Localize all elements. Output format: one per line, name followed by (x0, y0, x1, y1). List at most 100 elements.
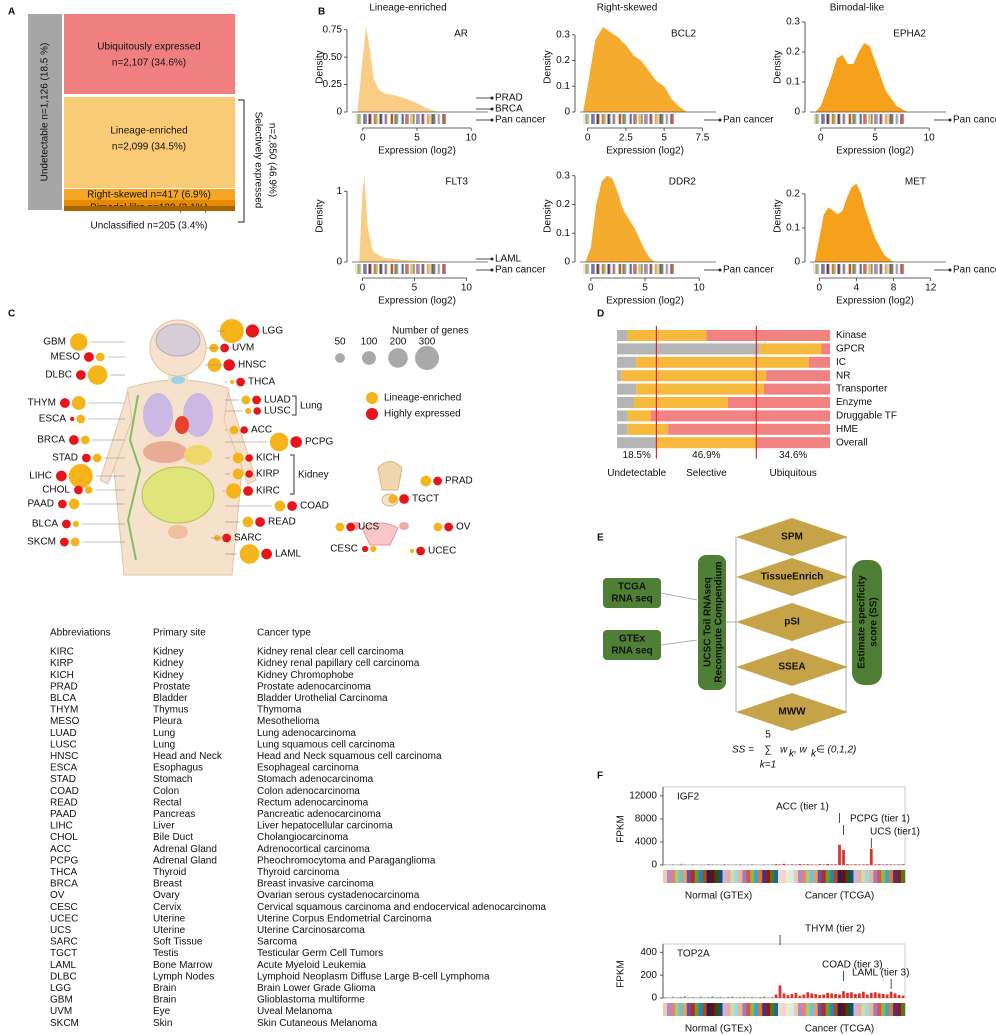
tissue-strip (789, 1003, 795, 1016)
gene-bubble (69, 435, 79, 445)
legend-size (415, 346, 439, 370)
y-tick-label: 0.1 (786, 223, 800, 234)
site-label: LUSC (264, 406, 291, 417)
x-axis-title: Expression (log2) (378, 296, 456, 307)
y-tick-label: 0.2 (556, 199, 570, 210)
block-label: Unclassified n=205 (3.4%) (90, 221, 207, 232)
site-label: LIHC (29, 471, 52, 482)
category-label: Overall (836, 437, 868, 448)
table-cell: STAD (50, 774, 76, 785)
box (826, 863, 830, 865)
table-cell: Thymoma (257, 705, 302, 716)
bar-segment (808, 356, 830, 368)
density-area (583, 27, 688, 113)
table-header: Cancer type (257, 628, 311, 639)
box (770, 864, 774, 865)
box (782, 863, 786, 865)
annotation: UCS (tier1) (870, 827, 920, 838)
tissue-strip (686, 870, 692, 883)
formula: ∑ (764, 745, 771, 756)
table-cell: Glioblastoma multiforme (257, 995, 365, 1006)
tissue-strip (837, 870, 842, 883)
box (794, 864, 798, 865)
method-diamond (736, 558, 848, 596)
tissue-strip (897, 870, 902, 883)
tissue-strip (710, 870, 715, 883)
bar-segment (636, 356, 809, 368)
gene-bubble (76, 370, 86, 380)
bar-segment (766, 370, 830, 382)
value-label: 46.9% (692, 450, 720, 461)
tissue-strip (853, 870, 858, 883)
bar-segment (634, 397, 728, 408)
chart-title: TOP2A (677, 949, 710, 960)
box (854, 994, 857, 998)
box (893, 993, 897, 998)
box (889, 991, 893, 998)
y-tick-label: 0 (564, 257, 570, 268)
tissue-strip (857, 870, 862, 883)
tissue-strip (778, 1003, 783, 1016)
input-label: TCGA (618, 582, 646, 593)
y-axis-title: Density (315, 50, 326, 83)
tissue-strip (782, 1003, 787, 1016)
rug-label: Pan cancer (495, 265, 546, 276)
box (869, 992, 873, 998)
y-tick-label: 8000 (635, 814, 658, 825)
box (687, 997, 691, 998)
method-label: TissueEnrich (761, 572, 824, 583)
group-label: Cancer (TCGA) (805, 1024, 874, 1035)
table-cell: Brain (153, 995, 176, 1006)
method-label: SPM (781, 532, 803, 543)
box (683, 996, 687, 998)
gene-bubble (252, 395, 261, 405)
box (834, 994, 837, 998)
right-skewed-block (64, 189, 235, 200)
box (885, 864, 889, 865)
box (719, 864, 722, 865)
box (695, 864, 699, 865)
x-tick-label: 10 (924, 133, 936, 144)
formula: k (789, 749, 795, 760)
table-cell: Sarcoma (257, 937, 297, 948)
tissue-strip (666, 1003, 672, 1016)
box (877, 864, 881, 865)
box (822, 864, 826, 865)
gene-bubble (229, 379, 235, 385)
tissue-strip (853, 1003, 858, 1016)
y-tick-label: 0 (336, 257, 342, 268)
tissue-strip (698, 870, 703, 883)
bar-segment (617, 343, 760, 355)
input-box (603, 578, 661, 608)
box (885, 994, 889, 998)
box (822, 994, 826, 998)
tissue-strip (738, 1003, 743, 1016)
box (663, 997, 667, 998)
body-shape (141, 466, 215, 524)
box (707, 863, 711, 865)
gene-bubble (223, 359, 235, 371)
formula: SS = (732, 745, 754, 756)
tissue-strip (714, 1003, 719, 1016)
box (770, 997, 774, 998)
block-label: Undetectable n=1,126 (18.5 %) (40, 43, 51, 182)
tissue-strip (678, 1003, 684, 1016)
tissue-strip (682, 870, 688, 883)
table-cell: Adrenal Gland (153, 855, 217, 866)
block-label: Right-skewed n=417 (6.9%) (87, 190, 211, 201)
table-cell: Esophageal carcinoma (257, 763, 359, 774)
table-cell: Bladder Urothelial Carcinoma (257, 693, 388, 704)
x-tick-label: 7.5 (695, 133, 709, 144)
box (889, 864, 893, 865)
group-label: Normal (GTEx) (685, 1024, 752, 1035)
box (846, 992, 849, 998)
table-cell: KIRC (50, 647, 74, 658)
x-tick-label: 10 (694, 283, 706, 294)
tissue-strip (809, 1003, 815, 1016)
rug-label: Pan cancer (723, 115, 774, 126)
box (754, 864, 758, 865)
x-tick-label: 5 (872, 133, 878, 144)
tissue-strip (694, 1003, 700, 1016)
tissue-strip (821, 1003, 826, 1016)
box (762, 864, 766, 865)
